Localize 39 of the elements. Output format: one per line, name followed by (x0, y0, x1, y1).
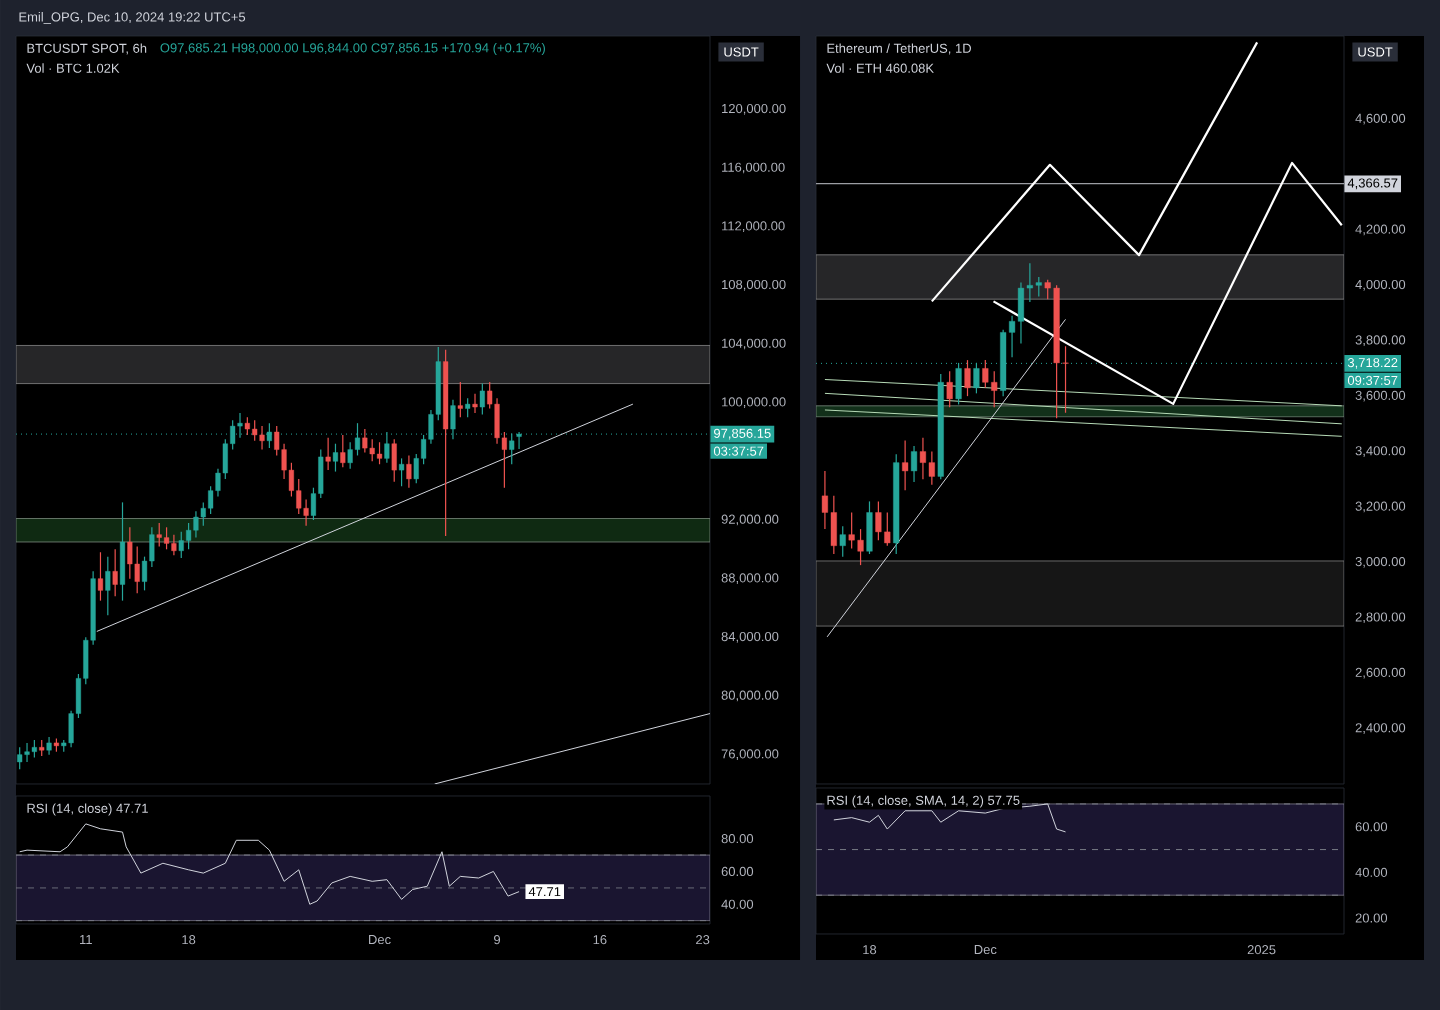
candlestick (955, 362, 962, 406)
candlestick (340, 434, 346, 468)
candlestick (866, 500, 873, 555)
candlestick (164, 526, 170, 550)
candlestick (946, 370, 953, 408)
candlestick (178, 531, 184, 559)
candlestick (112, 548, 118, 597)
candlestick (332, 443, 339, 473)
candlestick (347, 441, 353, 470)
candlestick (391, 438, 397, 483)
candlestick (399, 457, 405, 487)
candlestick (46, 736, 52, 756)
candlestick (839, 525, 846, 558)
candlestick (134, 545, 140, 594)
candlestick (376, 441, 383, 465)
candlestick (893, 453, 900, 555)
candlestick (156, 522, 162, 547)
candlestick (902, 439, 909, 491)
candlestick (362, 428, 368, 454)
candlestick (937, 373, 944, 480)
candlestick (472, 393, 478, 414)
candlestick (105, 556, 111, 616)
line-series (992, 161, 1343, 405)
candlestick (97, 551, 104, 602)
candlestick (479, 382, 485, 415)
candlestick (443, 349, 449, 537)
candlestick (119, 501, 126, 602)
candlestick (17, 746, 23, 770)
candlestick (369, 438, 375, 462)
candlestick (237, 412, 243, 439)
candlestick (127, 526, 133, 580)
candlestick (465, 397, 471, 418)
candlestick (457, 381, 463, 418)
candlestick (964, 359, 971, 397)
candlestick (252, 419, 258, 442)
candlestick (509, 432, 515, 465)
candlestick (24, 742, 30, 763)
line-series (19, 823, 520, 905)
candlestick (325, 437, 331, 471)
